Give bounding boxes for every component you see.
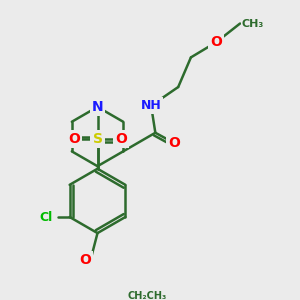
Text: N: N bbox=[92, 100, 103, 114]
Text: O: O bbox=[79, 253, 91, 267]
Text: NH: NH bbox=[141, 99, 161, 112]
Text: O: O bbox=[210, 35, 222, 49]
Text: O: O bbox=[68, 132, 80, 146]
Text: S: S bbox=[92, 132, 103, 146]
Text: O: O bbox=[168, 136, 180, 150]
Text: CH₃: CH₃ bbox=[242, 19, 264, 28]
Text: CH₂CH₃: CH₂CH₃ bbox=[127, 291, 167, 300]
Text: O: O bbox=[115, 132, 127, 146]
Text: Cl: Cl bbox=[39, 211, 52, 224]
